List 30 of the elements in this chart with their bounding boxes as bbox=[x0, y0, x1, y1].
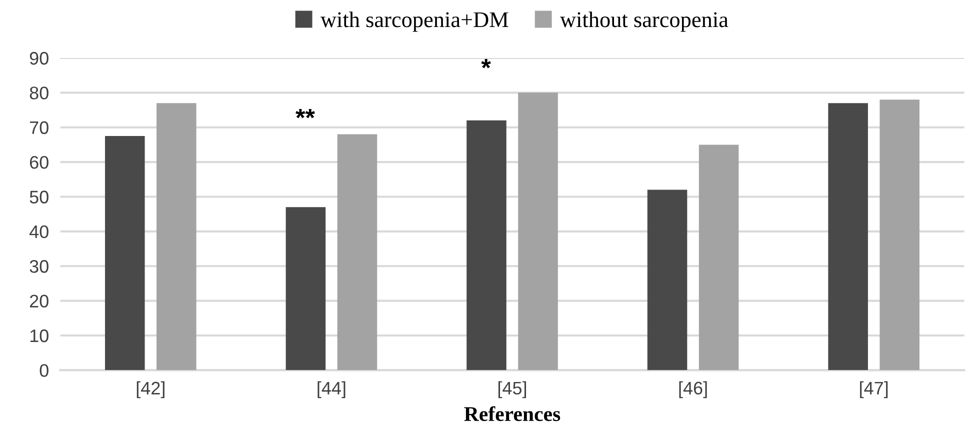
annotation: ** bbox=[296, 108, 315, 118]
bar bbox=[828, 103, 868, 370]
x-tick-label: [45] bbox=[498, 381, 526, 398]
bar bbox=[156, 103, 196, 370]
x-tick-label: [47] bbox=[860, 381, 888, 398]
y-tick-label: 0 bbox=[40, 364, 48, 377]
bar bbox=[518, 92, 558, 370]
bar bbox=[647, 190, 688, 370]
x-tick-label: [46] bbox=[679, 381, 707, 398]
y-tick-label: 80 bbox=[30, 86, 48, 100]
y-tick-label: 30 bbox=[30, 260, 48, 273]
bar bbox=[698, 144, 739, 370]
bar bbox=[880, 100, 920, 370]
bar bbox=[286, 207, 326, 370]
y-tick-label: 40 bbox=[29, 225, 48, 238]
y-tick-label: 10 bbox=[30, 329, 48, 342]
legend-label: with sarcopenia+DM bbox=[320, 12, 508, 32]
y-tick-label: 90 bbox=[30, 52, 48, 65]
annotation: * bbox=[481, 59, 491, 68]
y-tick-label: 50 bbox=[30, 190, 48, 204]
bar bbox=[105, 136, 145, 370]
x-axis-title: References bbox=[464, 406, 560, 422]
y-tick-label: 70 bbox=[30, 121, 48, 134]
y-tick-label: 60 bbox=[30, 156, 48, 169]
x-tick-label: [44] bbox=[318, 381, 346, 398]
legend-label: without sarcopenia bbox=[560, 12, 728, 32]
x-tick-label: [42] bbox=[136, 381, 164, 398]
bar bbox=[466, 120, 506, 370]
bar bbox=[337, 134, 378, 370]
y-tick-label: 20 bbox=[30, 294, 48, 308]
